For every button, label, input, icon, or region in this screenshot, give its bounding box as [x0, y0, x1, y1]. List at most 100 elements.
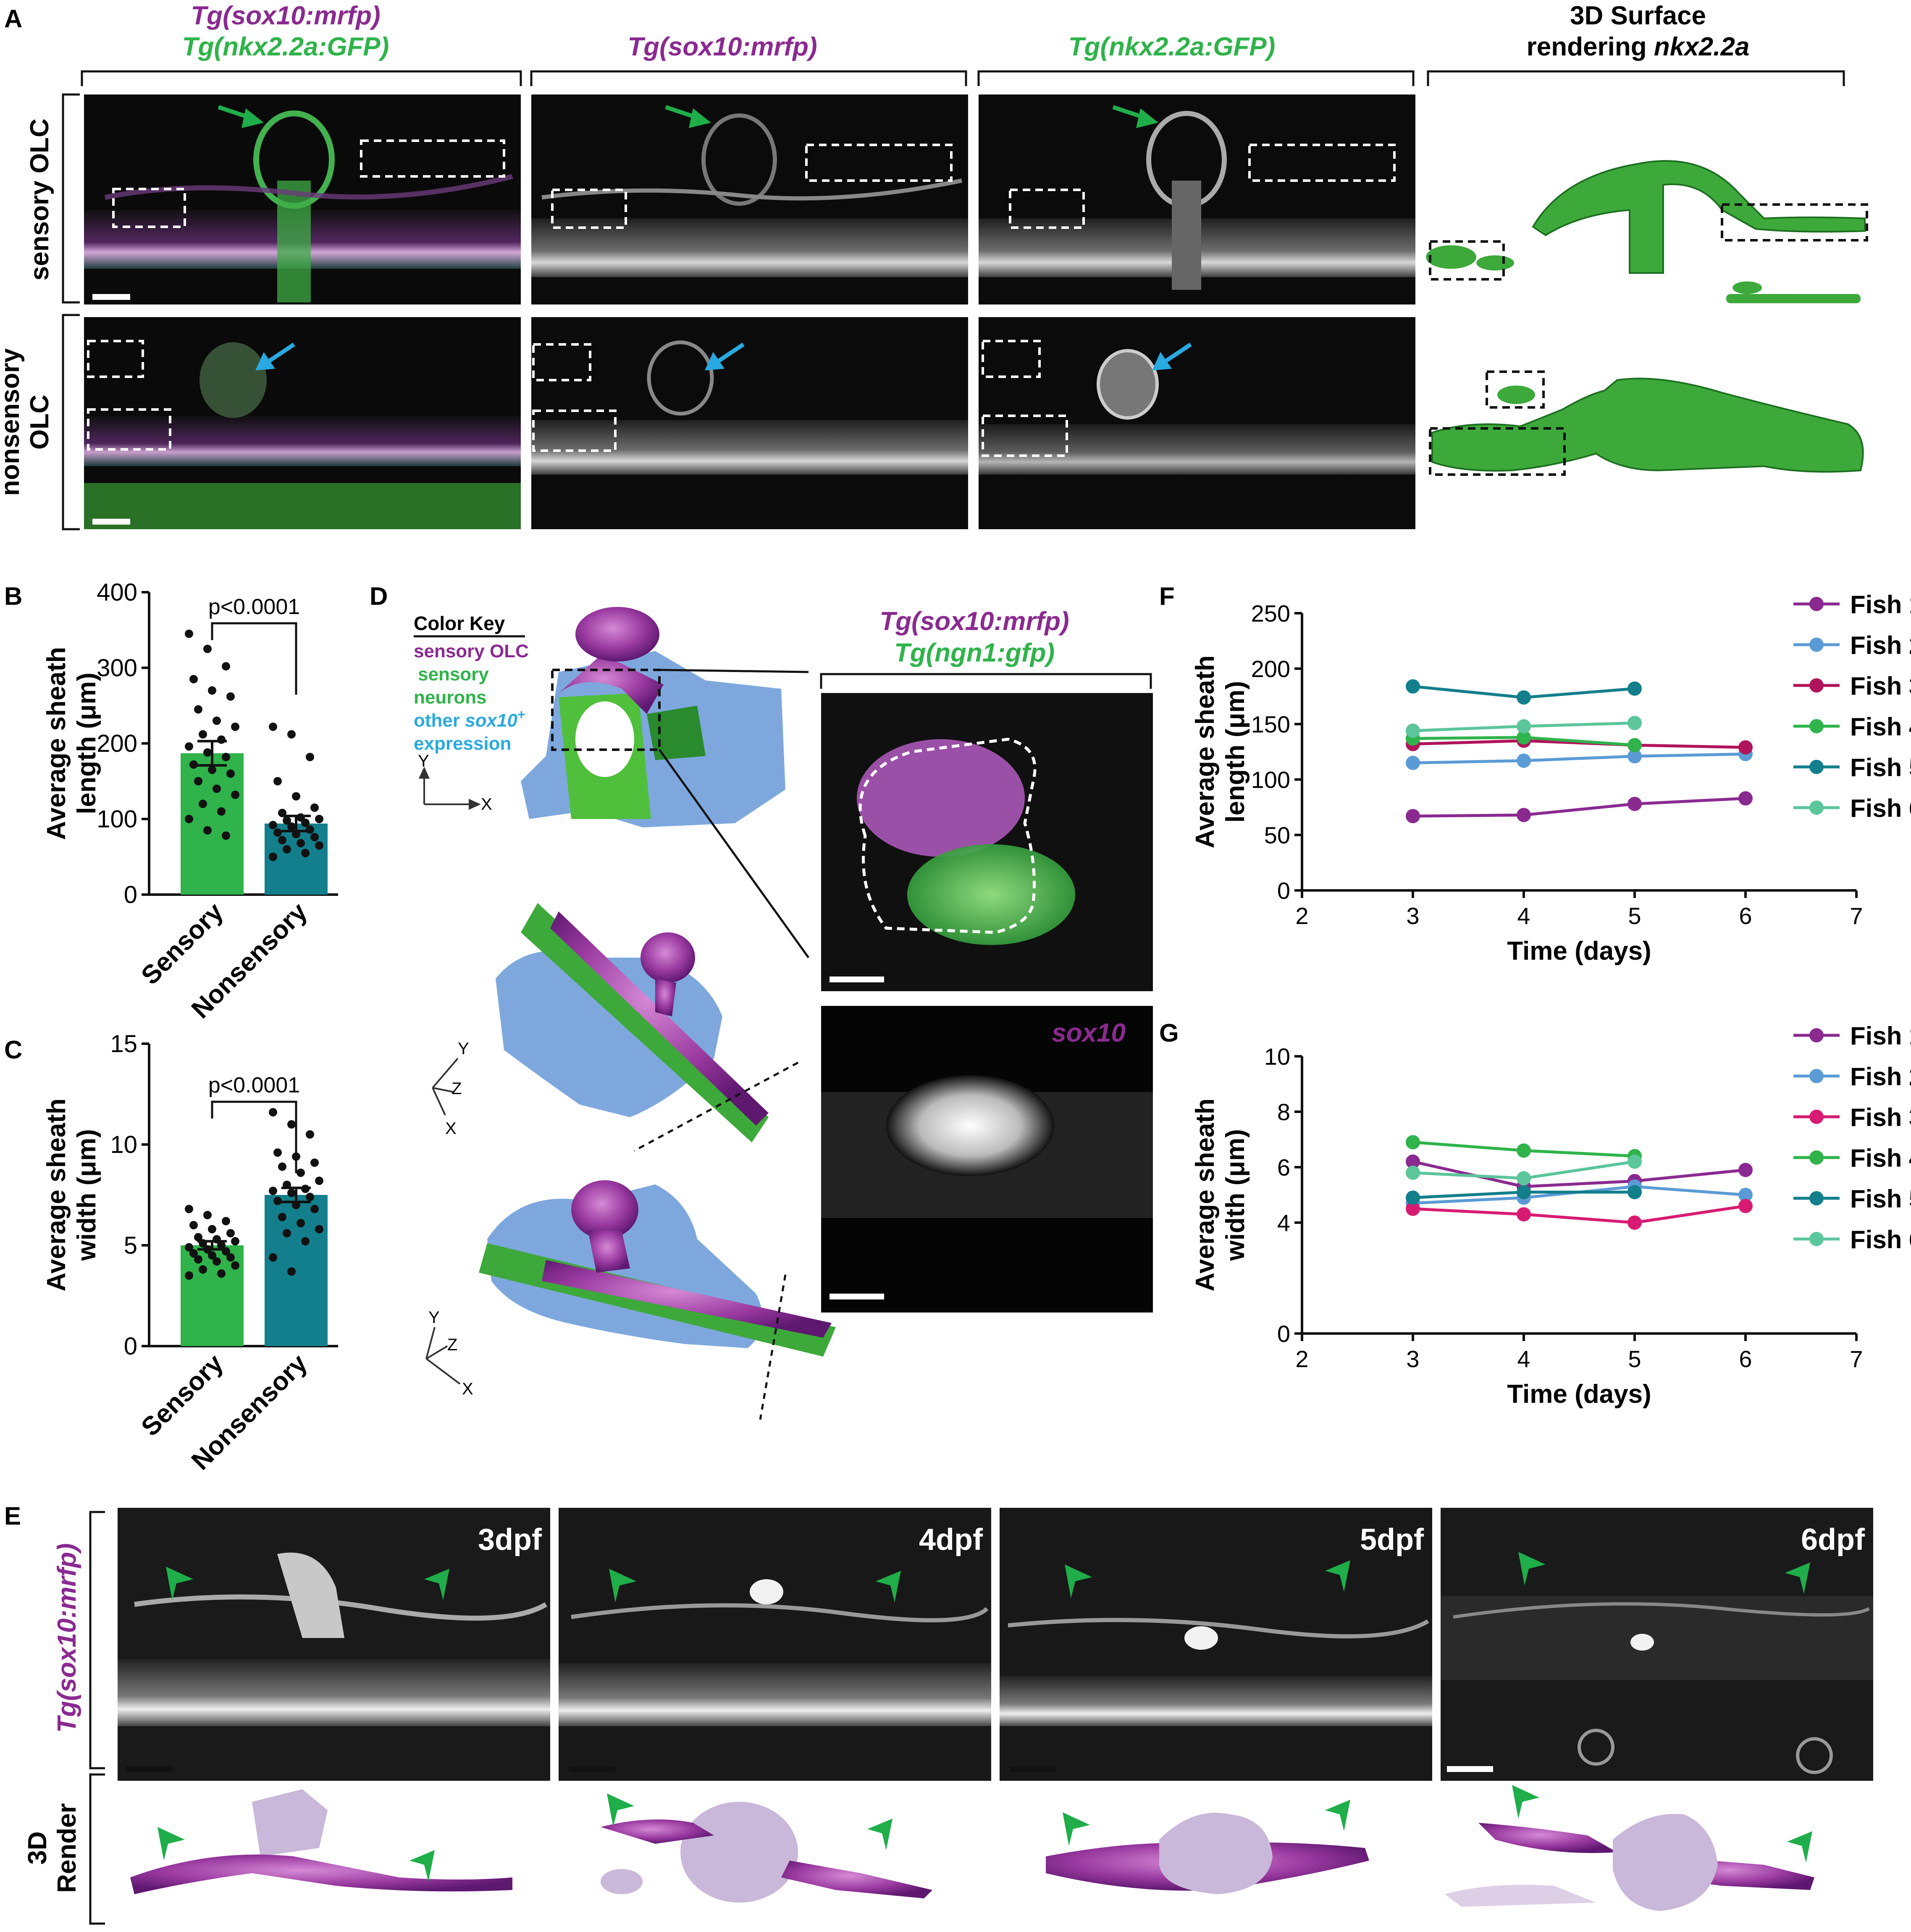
data-point: [231, 1237, 239, 1246]
legend-marker: [1809, 1232, 1824, 1246]
data-point: [208, 766, 216, 774]
data-point: [226, 1229, 235, 1238]
x-axis-label: Time (days): [1507, 937, 1651, 966]
d-key-sensory-olc: sensory OLC: [414, 641, 529, 662]
green-arrow-icon: [1112, 105, 1158, 128]
data-point: [194, 777, 202, 785]
d-axes-3: [425, 1327, 461, 1385]
data-point: [217, 735, 226, 744]
legend-label: Fish 5: [1850, 1185, 1911, 1213]
data-point: [310, 1158, 319, 1167]
data-point: [273, 777, 282, 785]
e-render-4dpf: [601, 1802, 932, 1903]
data-point: [273, 828, 282, 837]
y-axis-label: length (μm): [72, 672, 101, 814]
y-tick-label: 4: [1277, 1210, 1290, 1236]
d-key-title: Color Key: [414, 612, 505, 634]
x-tick-label: 4: [1517, 903, 1530, 929]
legend-marker: [1809, 1110, 1824, 1124]
data-point: [306, 1130, 314, 1139]
series-point: [1628, 749, 1642, 764]
data-point: [269, 1108, 277, 1117]
e-render-3dpf: [130, 1789, 512, 1894]
panel-letter-b: B: [4, 582, 22, 610]
series-point: [1738, 1163, 1753, 1177]
y-tick-label: 300: [97, 654, 137, 682]
legend-marker: [1809, 760, 1824, 774]
series-point: [1406, 679, 1420, 694]
series-point: [1738, 740, 1753, 755]
series-point: [1628, 1215, 1642, 1230]
legend-label: Fish 1: [1850, 591, 1911, 619]
blue-arrow-icon: [705, 342, 745, 370]
data-point: [283, 1229, 291, 1238]
data-point: [301, 1237, 310, 1246]
d-inset-sox10-label: sox10: [1052, 1018, 1126, 1047]
y-tick-label: 10: [1264, 1043, 1290, 1070]
a-row2-label-1: nonsensory: [0, 348, 25, 496]
data-point: [213, 717, 221, 725]
d-key-neurons-2: neurons: [414, 687, 487, 708]
data-point: [315, 1225, 323, 1234]
y-tick-label: 0: [124, 881, 137, 908]
legend-marker: [1809, 597, 1824, 611]
d-axis-y-3: Y: [428, 1308, 440, 1327]
data-point: [185, 815, 193, 823]
legend-label: Fish 1: [1850, 1022, 1911, 1050]
panel-d: D Color Key sensory OLC sensory neurons …: [370, 582, 1153, 1420]
legend-marker: [1809, 719, 1824, 733]
legend-marker: [1809, 638, 1824, 652]
series-point: [1628, 716, 1642, 730]
arrowhead-icon: [410, 1850, 435, 1882]
series-point: [1517, 1171, 1531, 1186]
arrowhead-icon: [1325, 1560, 1350, 1592]
a-col1-title-1: Tg(sox10:mrfp): [191, 1, 380, 30]
arrowhead-icon: [166, 1567, 193, 1600]
data-point: [315, 841, 323, 850]
d-axis-y-1: Y: [418, 752, 429, 770]
data-point: [310, 803, 319, 812]
a-row2-label-2: OLC: [25, 395, 54, 450]
x-tick-label: 5: [1628, 903, 1641, 929]
series-line: [1412, 797, 1746, 818]
series-line: [1412, 752, 1746, 764]
data-point: [217, 807, 226, 816]
x-tick-label: 7: [1850, 1346, 1863, 1372]
y-tick-label: 10: [110, 1131, 137, 1158]
data-point: [208, 1225, 216, 1234]
d-key-neurons-1: sensory: [418, 664, 489, 685]
d-axis-x-3: X: [462, 1380, 473, 1398]
data-point: [203, 826, 212, 835]
panel-letter-a: A: [4, 5, 22, 33]
data-point: [203, 645, 212, 653]
data-point: [301, 849, 310, 857]
legend-marker: [1809, 1028, 1824, 1042]
series-point: [1406, 1190, 1420, 1205]
y-tick-label: 15: [110, 1030, 137, 1058]
data-point: [231, 790, 239, 799]
data-point: [199, 1265, 207, 1274]
data-point: [269, 1186, 277, 1195]
arrowhead-icon: [609, 1569, 636, 1602]
d-inset-title-2: Tg(ngn1:gfp): [894, 638, 1055, 667]
y-tick-label: 250: [1251, 600, 1290, 627]
data-point: [226, 769, 235, 778]
data-point: [217, 1269, 226, 1278]
e-image-5dpf: [1000, 1508, 1432, 1781]
d-axis-y-2: Y: [458, 1040, 469, 1058]
legend-marker: [1809, 1150, 1824, 1165]
d-axis-x-2: X: [445, 1119, 457, 1138]
blue-arrow-icon: [1152, 342, 1192, 370]
data-point: [315, 1176, 323, 1185]
panel-letter-c: C: [4, 1036, 22, 1064]
x-tick-label: 4: [1517, 1346, 1530, 1372]
data-point: [278, 1213, 286, 1221]
data-point: [199, 730, 207, 739]
y-axis-label: width (μm): [72, 1129, 101, 1261]
e-render-5dpf: [1046, 1813, 1369, 1894]
arrowhead-icon: [1518, 1552, 1546, 1586]
data-point: [222, 753, 230, 761]
data-point: [208, 1251, 216, 1260]
